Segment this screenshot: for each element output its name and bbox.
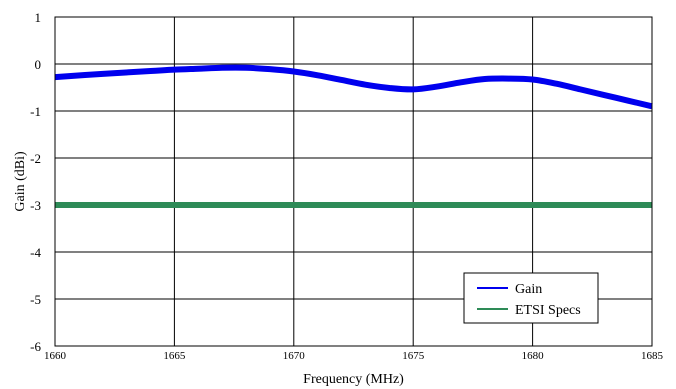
x-tick-label: 1665 — [163, 350, 186, 362]
x-tick-label: 1685 — [641, 350, 664, 362]
x-tick-label: 1675 — [402, 350, 425, 362]
y-axis-title: Gain (dBi) — [13, 151, 28, 212]
y-tick-label: -2 — [30, 151, 41, 166]
legend: Gain ETSI Specs — [463, 272, 599, 324]
y-tick-label: 0 — [35, 57, 42, 72]
y-tick-label: 1 — [35, 10, 42, 25]
plot-area-frame — [54, 16, 653, 347]
x-tick-label: 1670 — [283, 350, 306, 362]
y-tick-label: -4 — [30, 245, 41, 260]
legend-label-gain: Gain — [515, 282, 542, 297]
series-lines — [54, 64, 653, 208]
x-axis-title: Frequency (MHz) — [303, 372, 404, 387]
legend-box — [463, 272, 599, 324]
y-tick-label: -6 — [30, 339, 41, 354]
series-line-gain — [54, 64, 653, 110]
x-tick-label: 1660 — [44, 350, 67, 362]
legend-label-etsi-specs: ETSI Specs — [515, 303, 581, 318]
y-tick-label: -1 — [30, 104, 41, 119]
y-tick-label: -3 — [30, 198, 41, 213]
y-tick-label: -5 — [30, 292, 41, 307]
x-tick-label: 1680 — [522, 350, 545, 362]
tick-labels: 1660 1665 1670 1675 1680 1685 1 0 -1 -2 -3 -4 -5 -6 — [30, 10, 663, 362]
